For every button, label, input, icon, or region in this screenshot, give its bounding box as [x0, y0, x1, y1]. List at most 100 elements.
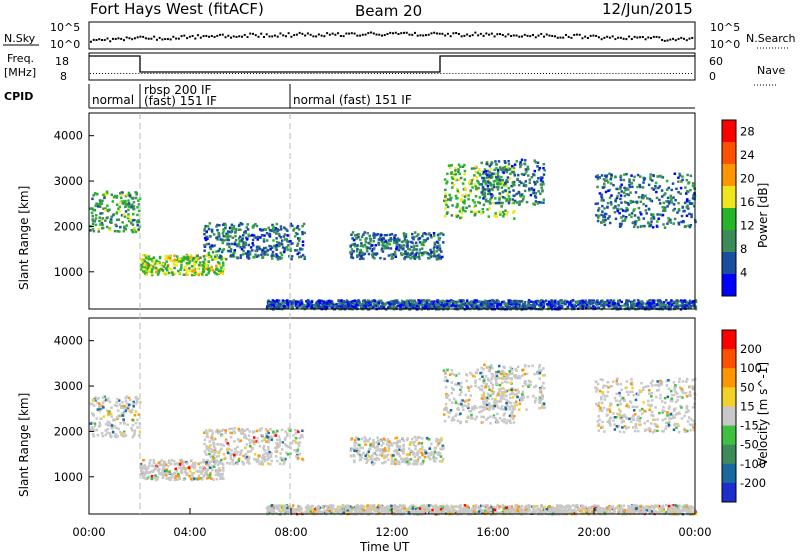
noise-point [548, 34, 551, 37]
nave-point [265, 73, 267, 74]
echo-cell [224, 440, 228, 443]
echo-cell [156, 262, 160, 265]
echo-cell [426, 252, 429, 255]
noise-point [125, 36, 128, 39]
echo-cell [483, 195, 487, 198]
echo-cell [499, 182, 502, 186]
echo-cell [628, 183, 631, 187]
echo-cell [519, 161, 522, 164]
echo-cell [180, 469, 183, 472]
echo-cell [467, 197, 470, 201]
echo-cell [691, 197, 695, 200]
echo-cell [217, 454, 220, 458]
echo-cell [118, 230, 121, 233]
echo-cell [490, 196, 493, 199]
echo-cell [516, 304, 520, 308]
echo-cell [244, 243, 248, 247]
echo-cell [297, 430, 300, 434]
echo-cell [124, 409, 128, 412]
echo-cell [656, 299, 659, 302]
noise-point [273, 34, 276, 37]
echo-cell [285, 238, 289, 241]
echo-cell [129, 217, 132, 221]
echo-cell [350, 304, 353, 308]
echo-cell [462, 299, 466, 303]
echo-cell [596, 299, 599, 303]
echo-cell [147, 264, 151, 268]
echo-cell [566, 306, 570, 310]
echo-cell [214, 430, 218, 434]
echo-cell [432, 459, 436, 462]
echo-cell [432, 250, 435, 253]
echo-cell [619, 197, 622, 201]
echo-cell [150, 270, 153, 274]
echo-cell [342, 300, 346, 303]
echo-cell [102, 193, 105, 197]
echo-cell [641, 307, 645, 310]
echo-cell [498, 210, 502, 214]
echo-cell [367, 241, 370, 245]
echo-cell [298, 305, 301, 308]
echo-cell [419, 299, 423, 303]
echo-cell [236, 244, 239, 248]
echo-cell [610, 175, 613, 179]
echo-cell [192, 463, 195, 467]
echo-cell [209, 444, 212, 447]
echo-cell [396, 237, 400, 240]
echo-cell [440, 303, 443, 307]
echo-cell [261, 433, 265, 437]
echo-cell [451, 177, 455, 181]
echo-cell [233, 451, 236, 454]
nave-point [467, 73, 469, 74]
echo-cell [230, 427, 234, 431]
echo-cell [512, 183, 515, 186]
echo-cell [121, 406, 125, 410]
echo-cell [390, 254, 394, 258]
echo-cell [469, 189, 472, 192]
echo-cell [505, 213, 509, 216]
echo-cell [649, 199, 653, 202]
echo-cell [543, 169, 546, 172]
echo-cell [604, 190, 608, 194]
echo-cell [449, 198, 452, 202]
echo-cell [504, 181, 507, 185]
echo-cell [203, 442, 206, 446]
echo-cell [162, 465, 165, 469]
echo-cell [637, 302, 640, 305]
nave-point [527, 73, 529, 74]
echo-cell [243, 231, 246, 234]
echo-cell [117, 409, 120, 412]
nave-point [150, 73, 152, 74]
echo-cell [547, 300, 551, 304]
echo-cell [275, 255, 278, 259]
echo-cell [496, 306, 499, 310]
echo-cell [402, 232, 406, 235]
echo-cell [652, 301, 656, 304]
echo-cell [180, 257, 183, 260]
nave-point [174, 73, 176, 74]
echo-cell [263, 253, 267, 256]
echo-cell [468, 204, 471, 208]
echo-cell [284, 300, 287, 304]
echo-cell [369, 303, 372, 307]
echo-cell [162, 471, 166, 475]
echo-cell [482, 306, 486, 310]
echo-cell [426, 303, 429, 307]
echo-cell [194, 464, 197, 468]
echo-cell [206, 225, 210, 228]
echo-cell [260, 233, 264, 237]
echo-cell [480, 212, 483, 215]
echo-cell [665, 299, 668, 302]
echo-cell [617, 192, 621, 195]
echo-cell [538, 304, 541, 307]
echo-cell [240, 449, 243, 452]
echo-cell [137, 434, 141, 437]
echo-cell [208, 222, 212, 225]
echo-cell [612, 299, 616, 302]
echo-cell [182, 255, 186, 259]
echo-cell [92, 229, 96, 233]
echo-cell [516, 173, 520, 177]
echo-cell [470, 167, 474, 170]
noise-point [241, 35, 243, 38]
echo-cell [625, 187, 628, 190]
